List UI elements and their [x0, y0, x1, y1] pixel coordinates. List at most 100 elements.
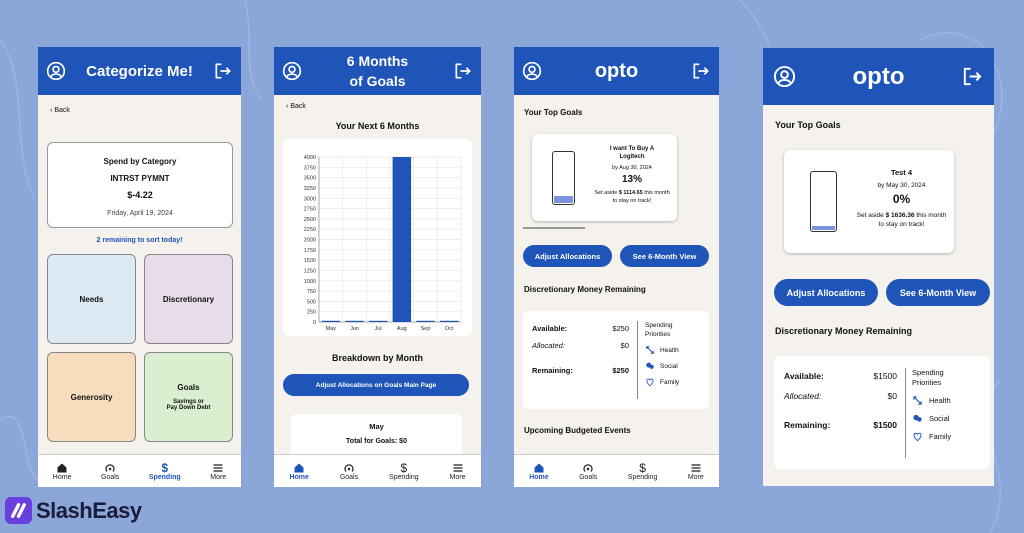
profile-icon[interactable]: [522, 61, 542, 81]
home-icon: [57, 463, 67, 472]
y-tick-label: 3000: [304, 196, 316, 202]
discretionary-heading: Discretionary Money Remaining: [775, 326, 913, 336]
y-tick-label: 2250: [304, 227, 316, 233]
nav-more[interactable]: More: [688, 462, 704, 481]
goal-date: by May 30, 2024: [877, 182, 926, 189]
bar-sep: [416, 320, 435, 322]
nav-home[interactable]: Home: [53, 462, 71, 481]
month-total: Total for Goals: $0: [346, 438, 407, 445]
x-tick-label: Jul: [375, 326, 382, 332]
logout-icon[interactable]: [213, 61, 233, 81]
logout-icon[interactable]: [453, 61, 473, 81]
goal-progress-jar: [810, 171, 837, 232]
goal-progress-fill: [554, 196, 573, 203]
target-icon: [105, 463, 115, 472]
discretionary-card: Available: $1500 Allocated: $0 Remaining: $…: [774, 356, 990, 469]
x-tick-label: Aug: [397, 326, 407, 332]
y-tick-label: 0: [313, 320, 316, 326]
category-needs[interactable]: Needs: [47, 254, 136, 344]
nav-home[interactable]: Home: [529, 462, 549, 481]
goal-progress-fill: [812, 226, 835, 230]
transaction-amount: $-4.22: [127, 190, 153, 200]
priority-social: Social: [912, 413, 958, 424]
goal-set-aside: Set aside $ 1114.65 this month to stay o…: [594, 190, 670, 204]
logout-icon[interactable]: [691, 61, 711, 81]
y-tick-label: 3750: [304, 165, 316, 171]
bar-oct: [439, 320, 459, 322]
transaction-date: Friday, April 19, 2024: [107, 210, 173, 217]
goal-date: by Aug 30, 2024: [612, 165, 652, 171]
remaining-to-sort: 2 remaining to sort today!: [96, 237, 183, 244]
discretionary-heading: Discretionary Money Remaining: [524, 285, 646, 294]
target-icon: [344, 463, 354, 472]
merchant-name: INTRST PYMNT: [110, 174, 170, 183]
y-tick-label: 2500: [304, 217, 316, 223]
nav-goals[interactable]: Goals: [579, 462, 597, 481]
slasheasy-logo: SlashEasy: [5, 497, 142, 524]
x-tick-label: Jun: [350, 326, 359, 332]
priorities-title: Spending Priorities: [645, 322, 673, 338]
chevron-left-icon: ‹: [286, 103, 289, 110]
six-month-bar-chart: 0 250 500 750 1000 1250 1500 1750 2000 2250 2500 27…: [304, 155, 462, 332]
priority-health: Health: [645, 345, 687, 355]
screen-six-months: 6 Months of Goals ‹ Back Your Next 6 Mont…: [274, 47, 481, 487]
carousel-indicator: [523, 227, 585, 229]
category-discretionary[interactable]: Discretionary: [144, 254, 233, 344]
screen-opto-dashboard: opto Your Top Goals I want To Buy A Logi…: [514, 47, 719, 487]
nav-home[interactable]: Home: [289, 462, 309, 481]
logo-text: SlashEasy: [36, 497, 142, 523]
adjust-allocations-button[interactable]: Adjust Allocations: [774, 279, 878, 306]
profile-icon[interactable]: [282, 61, 302, 81]
adjust-allocations-button[interactable]: Adjust Allocations on Goals Main Page: [283, 374, 469, 396]
menu-icon: [213, 463, 223, 472]
back-button[interactable]: ‹ Back: [50, 107, 70, 114]
logout-icon[interactable]: [961, 65, 984, 88]
bottom-nav: Home Goals $ Spending More: [274, 454, 481, 487]
nav-goals[interactable]: Goals: [101, 462, 119, 481]
category-goals[interactable]: Goals Savings or Pay Down Debt: [144, 352, 233, 442]
y-tick-label: 750: [307, 289, 316, 295]
bar-jun: [345, 320, 364, 322]
y-tick-label: 500: [307, 299, 316, 305]
menu-icon: [453, 463, 463, 472]
profile-icon[interactable]: [773, 65, 796, 88]
y-tick-label: 1750: [304, 248, 316, 254]
bottom-nav: Home Goals $ Spending More: [514, 454, 719, 487]
y-tick-label: 250: [307, 310, 316, 316]
bar-aug: [392, 157, 412, 322]
home-icon: [294, 463, 304, 472]
menu-icon: [691, 463, 701, 472]
x-tick-label: Sep: [421, 326, 431, 332]
nav-goals[interactable]: Goals: [340, 462, 358, 481]
y-tick-label: 3250: [304, 186, 316, 192]
nav-spending[interactable]: $ Spending: [148, 460, 181, 481]
priority-health: Health: [912, 395, 958, 406]
chart-card: 0 250 500 750 1000 1250 1500 1750 2000 2250 2500 27…: [283, 139, 472, 336]
goal-card[interactable]: Test 4 by May 30, 2024 0% Set aside $ 16…: [784, 150, 954, 253]
y-tick-label: 4000: [304, 155, 316, 161]
app-logo: opto: [594, 59, 639, 82]
six-month-view-button[interactable]: See 6-Month View: [620, 245, 709, 267]
header: 6 Months of Goals: [274, 47, 481, 95]
y-tick-label: 1500: [304, 258, 316, 264]
goal-percent: 13%: [621, 174, 642, 185]
goal-card[interactable]: I want To Buy A Logitech by Aug 30, 2024…: [532, 134, 677, 221]
nav-more[interactable]: More: [450, 462, 466, 481]
breakdown-title: Breakdown by Month: [331, 353, 423, 363]
six-month-view-button[interactable]: See 6-Month View: [886, 279, 990, 306]
adjust-allocations-button[interactable]: Adjust Allocations: [523, 245, 612, 267]
chevron-left-icon: ‹: [50, 107, 53, 114]
category-generosity[interactable]: Generosity: [47, 352, 136, 442]
back-button[interactable]: ‹ Back: [286, 103, 306, 110]
nav-more[interactable]: More: [210, 462, 226, 481]
y-tick-label: 3500: [304, 176, 316, 182]
priority-family: Family: [912, 431, 958, 442]
top-goals-heading: Your Top Goals: [524, 108, 583, 117]
dollar-icon: $: [161, 460, 169, 475]
profile-icon[interactable]: [46, 61, 66, 81]
goal-name-line2: Logitech: [619, 154, 645, 160]
nav-spending[interactable]: $ Spending: [389, 460, 419, 481]
y-tick-label: 1250: [304, 268, 316, 274]
target-icon: [583, 463, 593, 472]
nav-spending[interactable]: $ Spending: [627, 460, 658, 481]
